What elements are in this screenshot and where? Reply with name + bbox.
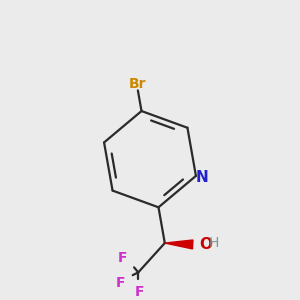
Text: H: H bbox=[208, 236, 219, 250]
Text: N: N bbox=[196, 170, 208, 185]
Polygon shape bbox=[165, 240, 193, 249]
Text: Br: Br bbox=[129, 77, 147, 91]
Text: F: F bbox=[116, 276, 125, 290]
Text: F: F bbox=[135, 285, 144, 299]
Text: O: O bbox=[200, 237, 212, 252]
Text: F: F bbox=[118, 251, 128, 265]
